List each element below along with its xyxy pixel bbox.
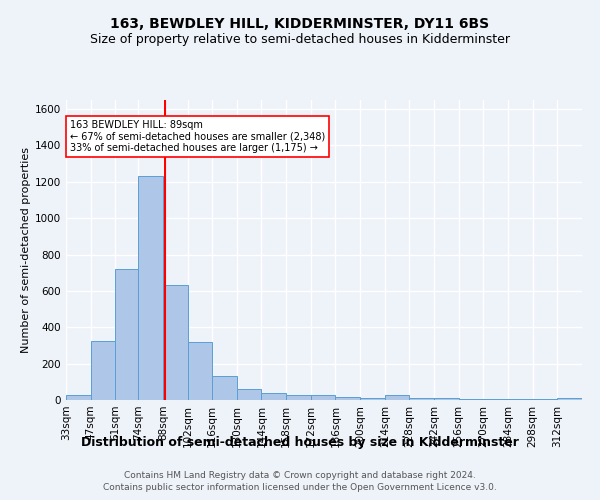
Text: 163, BEWDLEY HILL, KIDDERMINSTER, DY11 6BS: 163, BEWDLEY HILL, KIDDERMINSTER, DY11 6… xyxy=(110,18,490,32)
Bar xyxy=(163,284,188,400)
Bar xyxy=(557,398,582,400)
Bar xyxy=(508,399,533,400)
Bar xyxy=(385,396,409,400)
Bar xyxy=(311,396,335,400)
Bar xyxy=(360,398,385,400)
Bar xyxy=(66,394,91,400)
Bar xyxy=(212,376,237,400)
Bar xyxy=(138,176,163,400)
Bar xyxy=(409,398,434,400)
Bar xyxy=(533,399,557,400)
Bar xyxy=(459,399,484,400)
Bar xyxy=(115,269,138,400)
Text: 163 BEWDLEY HILL: 89sqm
← 67% of semi-detached houses are smaller (2,348)
33% of: 163 BEWDLEY HILL: 89sqm ← 67% of semi-de… xyxy=(70,120,325,153)
Bar xyxy=(335,398,360,400)
Bar xyxy=(91,341,115,400)
Bar xyxy=(262,392,286,400)
Text: Distribution of semi-detached houses by size in Kidderminster: Distribution of semi-detached houses by … xyxy=(81,436,519,449)
Bar xyxy=(434,398,459,400)
Text: Contains HM Land Registry data © Crown copyright and database right 2024.: Contains HM Land Registry data © Crown c… xyxy=(124,472,476,480)
Bar xyxy=(484,399,508,400)
Bar xyxy=(286,394,311,400)
Bar xyxy=(188,342,212,400)
Y-axis label: Number of semi-detached properties: Number of semi-detached properties xyxy=(21,147,31,353)
Text: Contains public sector information licensed under the Open Government Licence v3: Contains public sector information licen… xyxy=(103,483,497,492)
Bar xyxy=(237,388,262,400)
Text: Size of property relative to semi-detached houses in Kidderminster: Size of property relative to semi-detach… xyxy=(90,32,510,46)
